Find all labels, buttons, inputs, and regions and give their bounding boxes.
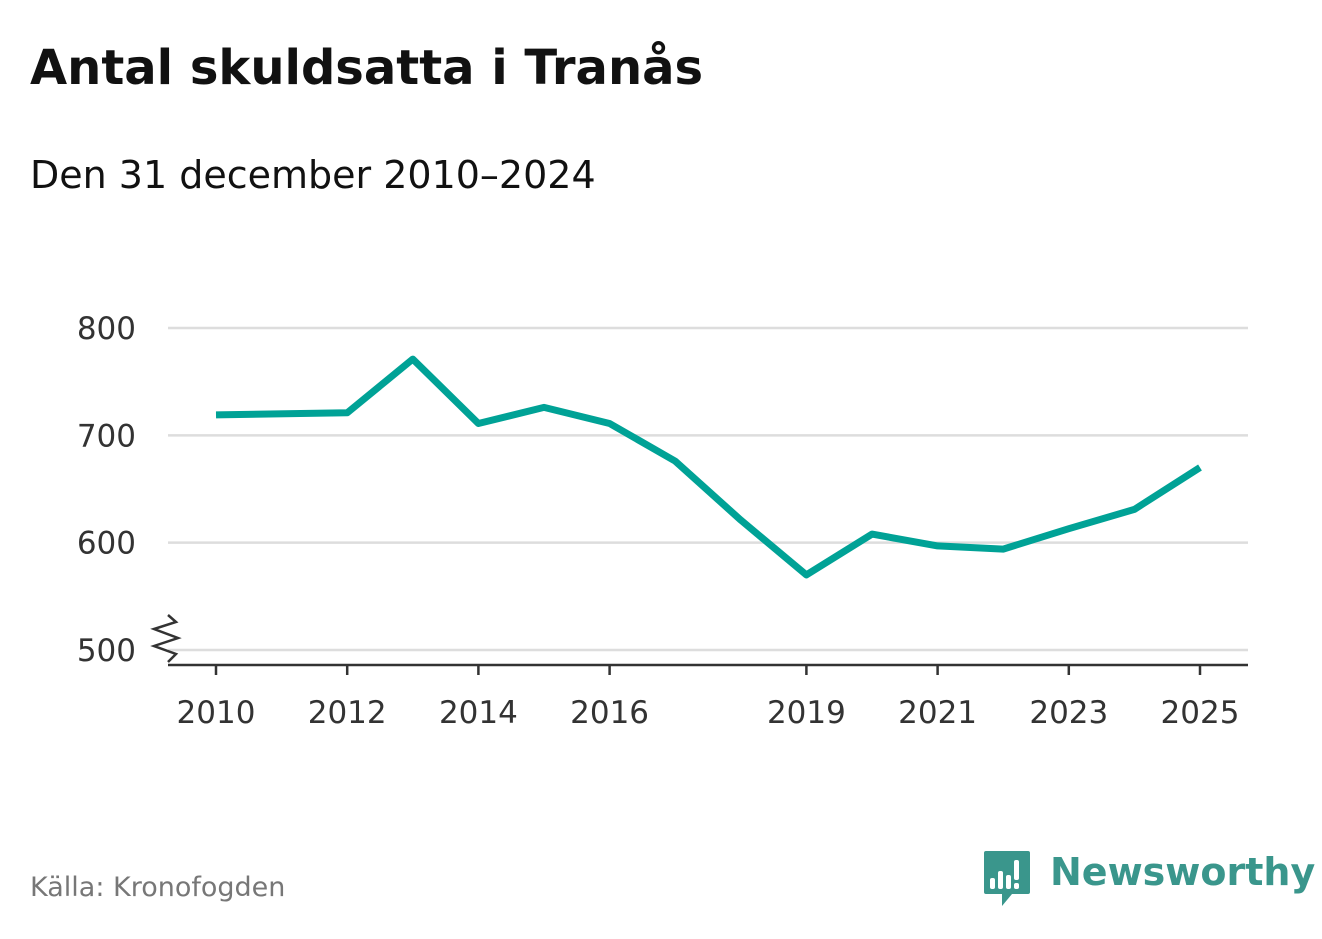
x-tick-label-2021: 2021 <box>898 695 977 731</box>
brand-name: Newsworthy <box>1050 850 1316 894</box>
y-tick-label-500: 500 <box>77 633 136 669</box>
x-axis <box>168 663 1248 675</box>
y-tick-label-800: 800 <box>77 311 136 347</box>
grid-lines <box>168 326 1248 652</box>
x-tick-label-2014: 2014 <box>439 695 518 731</box>
axis-break-marker <box>150 614 182 663</box>
x-tick-label-2023: 2023 <box>1029 695 1108 731</box>
x-axis-labels: 2010 2012 2014 2016 2019 2021 2023 2025 <box>177 695 1240 731</box>
y-axis-labels: 500 600 700 800 <box>77 311 136 669</box>
x-tick-label-2012: 2012 <box>308 695 387 731</box>
newsworthy-logo: Newsworthy <box>982 848 1315 912</box>
line-chart: 500 600 700 800 2010 2012 2014 2016 2019 2021 202… <box>77 311 1248 731</box>
bar-chart-speech-bubble-icon <box>984 851 1030 906</box>
chart-subtitle: Den 31 december 2010–2024 <box>30 153 596 197</box>
x-tick-label-2025: 2025 <box>1161 695 1240 731</box>
y-tick-label-600: 600 <box>77 526 136 562</box>
x-tick-label-2019: 2019 <box>767 695 846 731</box>
series-line-0 <box>215 355 1202 579</box>
x-tick-label-2016: 2016 <box>570 695 649 731</box>
x-tick-label-2010: 2010 <box>177 695 256 731</box>
source-note: Källa: Kronofogden <box>30 872 286 903</box>
y-tick-label-700: 700 <box>77 418 136 454</box>
series-layer <box>215 355 1202 579</box>
y-axis-break-zigzag <box>150 614 182 663</box>
chart-title: Antal skuldsatta i Tranås <box>30 40 704 96</box>
